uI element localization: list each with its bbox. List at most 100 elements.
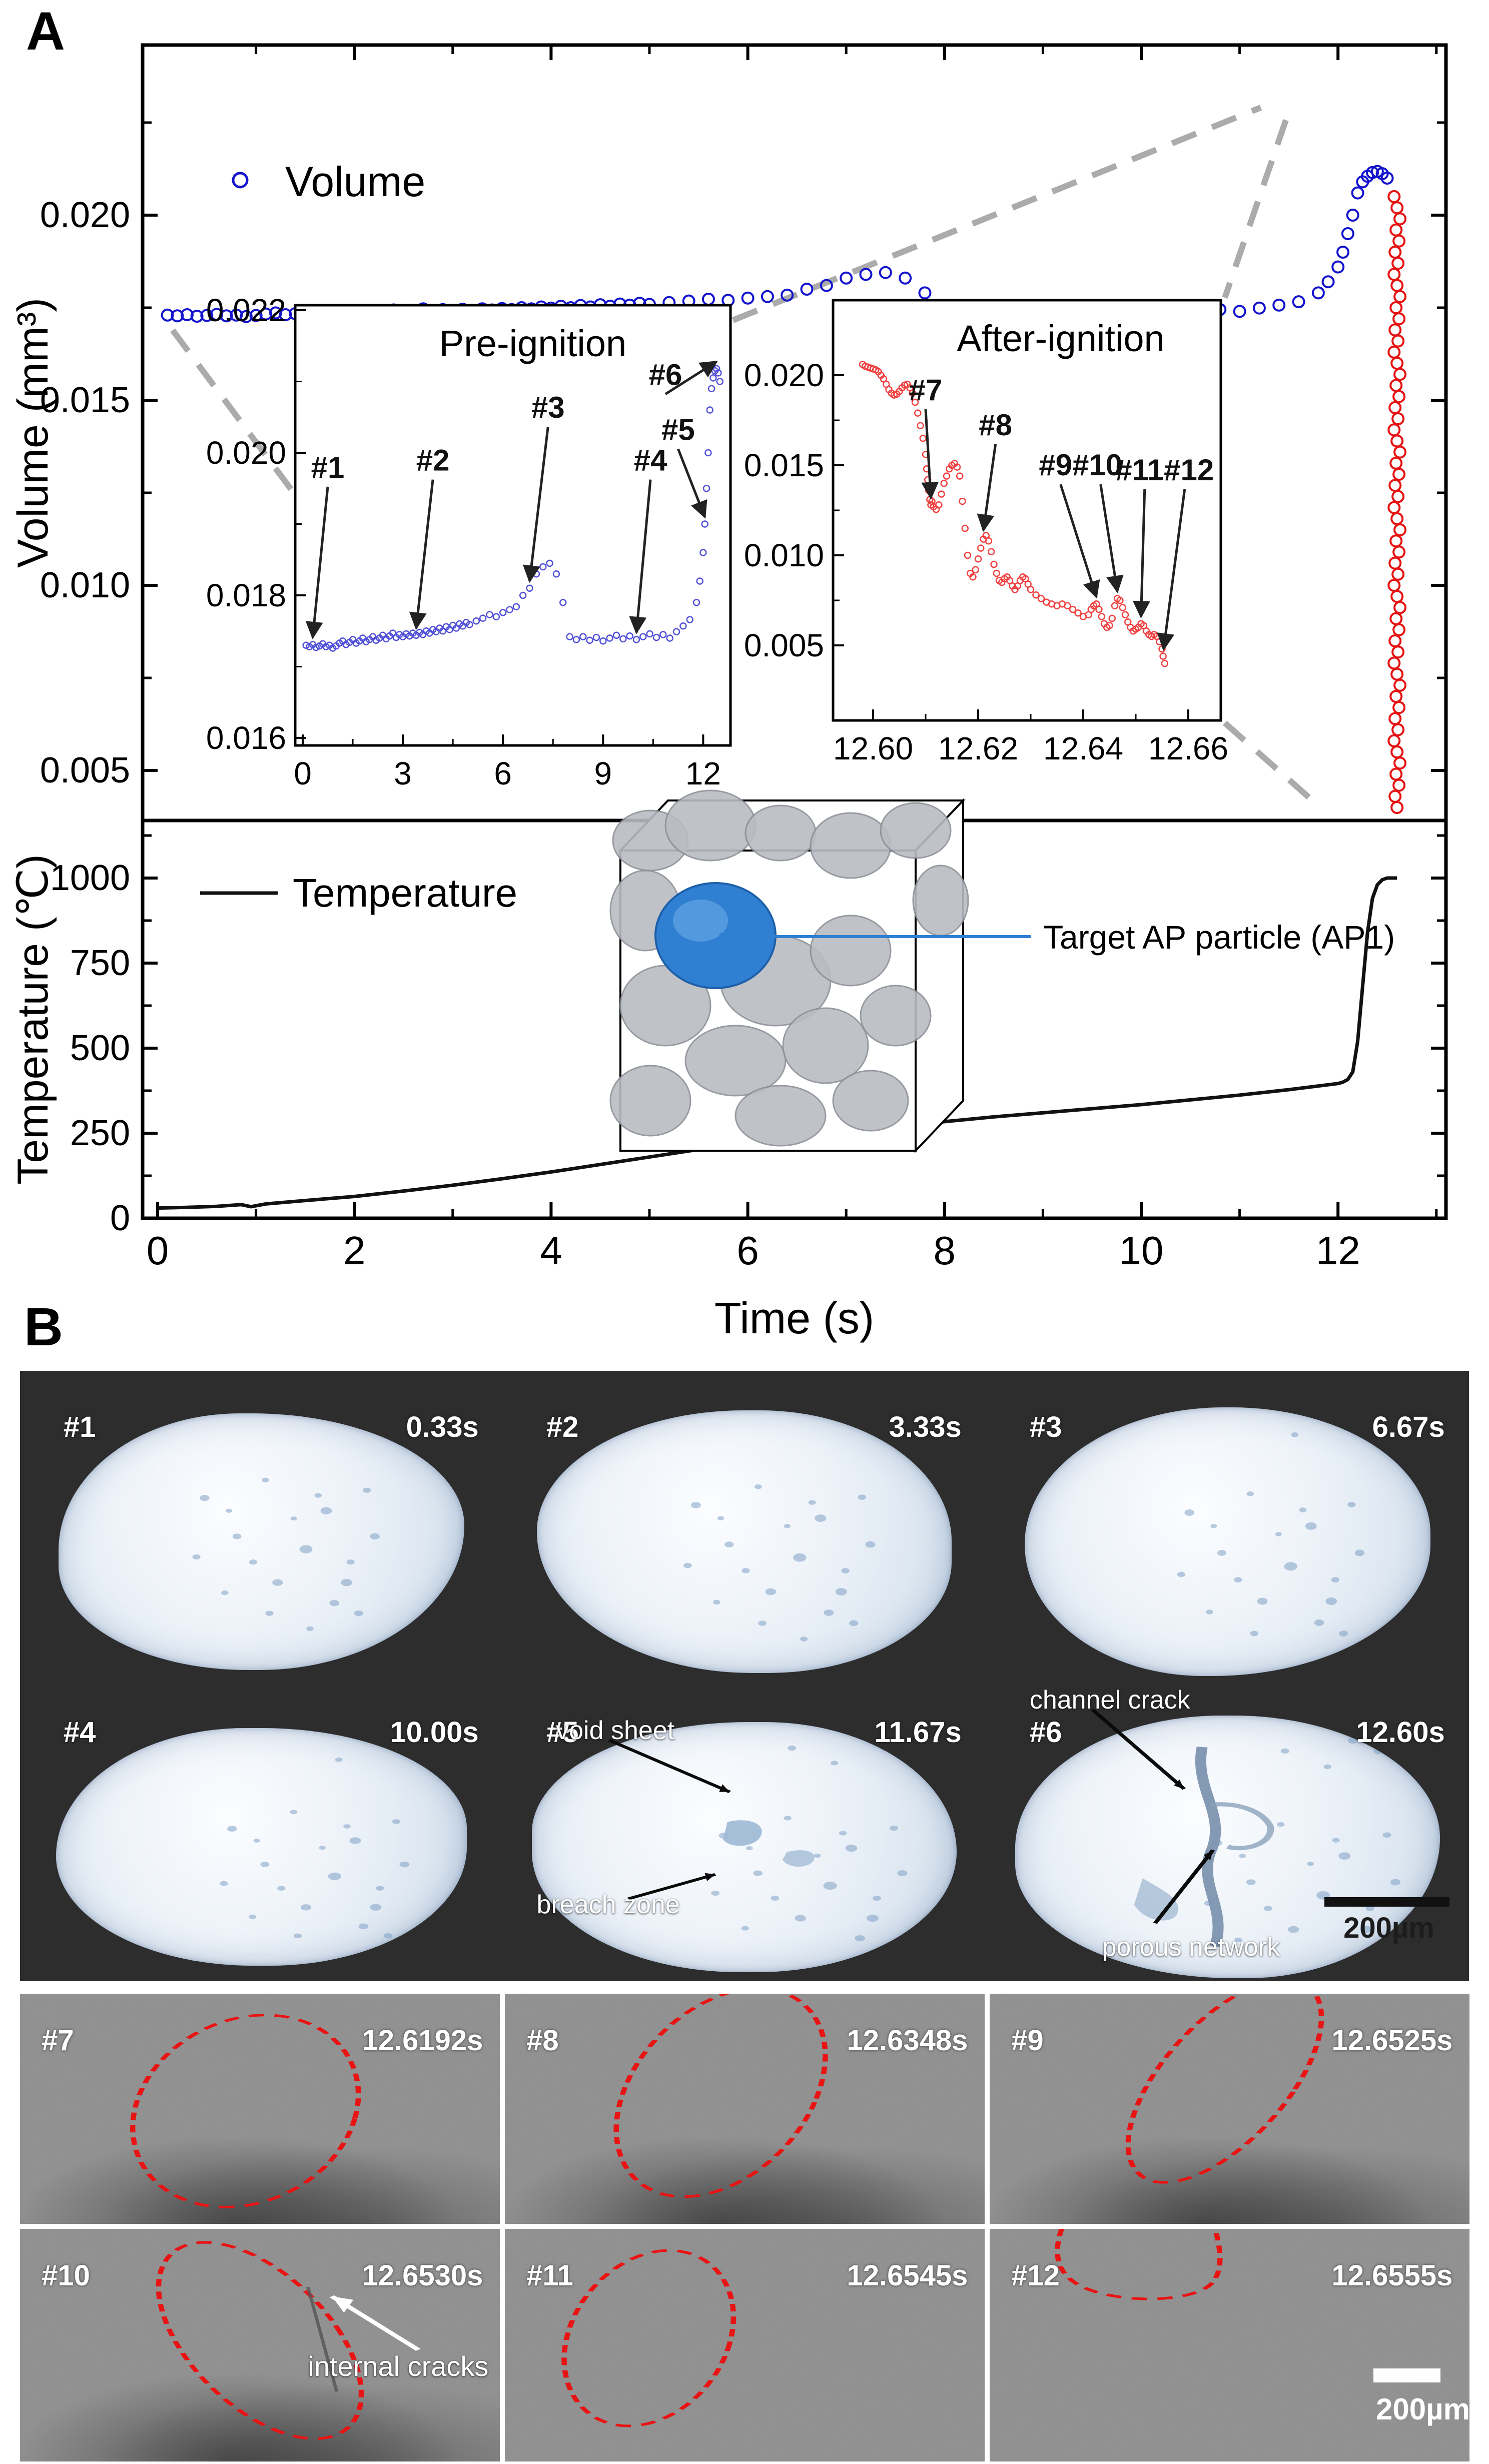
particle-outline bbox=[130, 2014, 361, 2209]
pre-inset-ytick-label: 0.022 bbox=[206, 292, 286, 328]
volume-drop-data-point bbox=[1389, 767, 1403, 781]
volume-drop-data-point bbox=[1393, 445, 1407, 459]
ct-gray-particle bbox=[912, 865, 969, 937]
legend-temperature-label: Temperature bbox=[293, 871, 517, 915]
volume-data-point bbox=[1272, 298, 1286, 312]
volume-ytick-label: 0.010 bbox=[40, 565, 130, 605]
particle-texture bbox=[192, 1478, 380, 1631]
pre-inset-data-point bbox=[686, 616, 693, 623]
time-xtick-label: 0 bbox=[147, 1228, 169, 1273]
pre-inset-data-point bbox=[652, 633, 660, 641]
volume-drop-data-point bbox=[1388, 323, 1402, 337]
pre-inset-ytick-label: 0.020 bbox=[206, 435, 286, 471]
cell-timestamp: 12.60s bbox=[1356, 1716, 1445, 1749]
pre-inset-xtick-label: 6 bbox=[494, 755, 512, 791]
render-cell-3: #3 6.67s bbox=[986, 1371, 1469, 1676]
after-inset-data-point bbox=[909, 389, 916, 397]
cell-number: #11 bbox=[526, 2259, 573, 2292]
volume-data-point bbox=[800, 283, 814, 296]
annotation-label: #11#12 bbox=[1115, 453, 1214, 487]
after-inset-data-point bbox=[1095, 605, 1103, 613]
particle-texture bbox=[711, 1745, 908, 1941]
cell-timestamp: 12.6545s bbox=[847, 2259, 968, 2292]
volume-drop-data-point bbox=[1389, 612, 1403, 625]
volume-data-point bbox=[171, 309, 184, 323]
volume-drop-data-point bbox=[1390, 512, 1404, 525]
annotation-arrow bbox=[409, 479, 434, 630]
annotation-arrow bbox=[677, 448, 707, 519]
after-inset-data-point bbox=[1108, 614, 1116, 622]
particle-outline bbox=[1055, 2229, 1223, 2300]
particle-render bbox=[59, 1413, 464, 1670]
pre-inset-data-point bbox=[716, 378, 723, 385]
annotation-arrow bbox=[629, 479, 652, 634]
render-cell-4: #4 10.00s bbox=[20, 1676, 503, 1981]
volume-drop-data-point bbox=[1388, 401, 1402, 414]
volume-drop-data-point bbox=[1388, 789, 1402, 803]
panel-b-render-grid: #1 0.33s #2 3.33s #3 6.67s #4 10.00s #5 11.67s voi… bbox=[20, 1371, 1469, 1981]
time-xtick-label: 12 bbox=[1316, 1228, 1360, 1273]
volume-data-point bbox=[1380, 172, 1394, 185]
after-inset-data-point bbox=[961, 524, 969, 532]
cell-timestamp: 3.33s bbox=[889, 1411, 962, 1444]
after-inset-data-point bbox=[1032, 591, 1040, 599]
ct-gray-particle bbox=[880, 802, 952, 859]
volume-ytick-label: 0.005 bbox=[40, 750, 130, 790]
after-inset-data-point bbox=[972, 566, 979, 574]
cell-timestamp: 12.6192s bbox=[362, 2024, 483, 2057]
volume-data-point bbox=[899, 271, 912, 285]
tomography-noise bbox=[990, 2229, 1469, 2461]
panel-b-label: B bbox=[24, 1296, 63, 1357]
volume-data-point bbox=[1346, 209, 1359, 222]
cell-number: #2 bbox=[546, 1411, 579, 1444]
after-inset-data-point bbox=[964, 551, 972, 559]
after-inset-data-point bbox=[977, 544, 985, 552]
volume-data-point bbox=[220, 309, 233, 323]
render-cell-2: #2 3.33s bbox=[503, 1371, 986, 1676]
after-inset-data-point bbox=[940, 479, 948, 487]
pre-inset-data-point bbox=[519, 591, 527, 599]
volume-drop-data-point bbox=[1393, 212, 1407, 226]
after-inset-data-point bbox=[1111, 602, 1119, 610]
volume-drop-data-point bbox=[1387, 734, 1401, 747]
render-cell-5: #5 11.67s void sheet breach zone bbox=[503, 1676, 986, 1981]
pre-inset-xtick-label: 12 bbox=[685, 755, 721, 791]
after-inset-ytick-label: 0.005 bbox=[744, 627, 824, 663]
volume-drop-data-point bbox=[1390, 434, 1404, 448]
after-inset-data-point bbox=[956, 472, 964, 480]
pre-inset-data-point bbox=[659, 631, 667, 638]
volume-drop-data-point bbox=[1392, 390, 1406, 403]
pre-inset-data-point bbox=[492, 613, 500, 620]
volume-data-point bbox=[1366, 166, 1379, 179]
volume-drop-data-point bbox=[1391, 490, 1405, 503]
pre-inset-data-point bbox=[672, 628, 680, 635]
volume-drop-data-point bbox=[1391, 723, 1405, 736]
volume-drop-data-point bbox=[1389, 690, 1403, 703]
volume-drop-data-point bbox=[1390, 590, 1404, 603]
internal-cracks-label: internal cracks bbox=[308, 2350, 489, 2382]
ct-gray-particle bbox=[744, 804, 817, 862]
after-inset-data-point bbox=[969, 573, 977, 581]
cell-timestamp: 12.6348s bbox=[847, 2024, 968, 2057]
temperature-axis-title: Temperature (℃) bbox=[9, 854, 57, 1185]
pre-inset-data-point bbox=[646, 630, 653, 638]
pre-inset-data-point bbox=[692, 599, 700, 606]
temp-ytick-label: 0 bbox=[110, 1198, 130, 1238]
slice-cell-8: #8 12.6348s bbox=[505, 1994, 985, 2224]
volume-drop-data-point bbox=[1387, 579, 1401, 592]
annotation-arrow bbox=[305, 486, 329, 639]
temp-ytick-label: 750 bbox=[70, 943, 130, 983]
volume-data-point bbox=[781, 288, 794, 302]
volume-data-point bbox=[879, 266, 892, 279]
slice-rubble-texture bbox=[505, 2120, 985, 2224]
volume-drop-data-point bbox=[1390, 279, 1404, 292]
volume-drop-data-point bbox=[1392, 778, 1406, 792]
annotation-arrow bbox=[664, 360, 718, 395]
after-inset-data-point bbox=[911, 398, 919, 406]
volume-drop-data-point bbox=[1391, 412, 1405, 425]
cell-number: #9 bbox=[1011, 2024, 1044, 2057]
after-inset-title: After-ignition bbox=[957, 318, 1164, 359]
cell-number: #1 bbox=[63, 1411, 96, 1444]
cell-timestamp: 6.67s bbox=[1372, 1411, 1445, 1444]
